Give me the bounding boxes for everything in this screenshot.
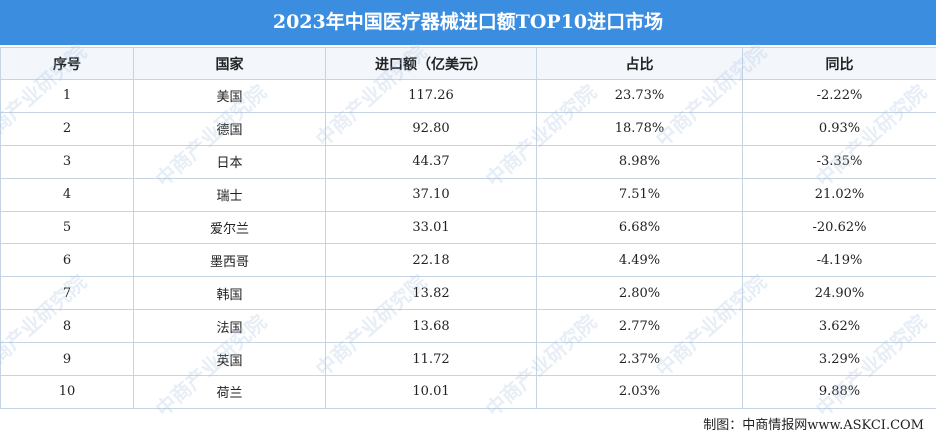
table-cell: 21.02%: [742, 177, 936, 212]
table-cell: 9: [0, 342, 134, 377]
table-cell: 瑞士: [133, 177, 326, 212]
table-cell: 美国: [133, 79, 326, 113]
table-row: 9 英国 11.72 2.37% 3.29%: [0, 342, 936, 377]
table-cell: 9.88%: [742, 375, 936, 409]
title-bar: 2023年中国医疗器械进口额TOP10进口市场: [0, 0, 936, 45]
table-cell: 37.10: [325, 177, 537, 212]
table-row: 10 荷兰 10.01 2.03% 9.88%: [0, 375, 936, 409]
column-header: 进口额（亿美元）: [325, 47, 537, 80]
table-cell: 3.62%: [742, 309, 936, 344]
table-cell: 8.98%: [536, 144, 743, 179]
table-cell: 13.68: [325, 309, 537, 344]
table-row: 8 法国 13.68 2.77% 3.62%: [0, 309, 936, 344]
data-table: 序号 国家 进口额（亿美元） 占比 同比 1 美国 117.26 23.73% -2.22% 2 德…: [0, 47, 936, 409]
source-note: 制图：中商情报网www.ASKCI.COM: [703, 418, 924, 433]
table-cell: 44.37: [325, 144, 537, 179]
column-header: 同比: [742, 47, 936, 80]
table-cell: -2.22%: [742, 79, 936, 113]
table-cell: 2.80%: [536, 276, 743, 311]
table-cell: 2: [0, 111, 134, 146]
table-row: 1 美国 117.26 23.73% -2.22%: [0, 79, 936, 113]
table-row: 5 爱尔兰 33.01 6.68% -20.62%: [0, 210, 936, 245]
table-cell: 18.78%: [536, 111, 743, 146]
table-cell: 5: [0, 210, 134, 245]
table-cell: 2.77%: [536, 309, 743, 344]
table-row: 7 韩国 13.82 2.80% 24.90%: [0, 276, 936, 311]
table-cell: 11.72: [325, 342, 537, 377]
table-cell: 日本: [133, 144, 326, 179]
table-cell: 117.26: [325, 79, 537, 113]
table-row: 6 墨西哥 22.18 4.49% -4.19%: [0, 243, 936, 278]
table-cell: 2.03%: [536, 375, 743, 409]
table-cell: 荷兰: [133, 375, 326, 409]
table-cell: 韩国: [133, 276, 326, 311]
column-header: 国家: [133, 47, 326, 80]
table-cell: 13.82: [325, 276, 537, 311]
column-header: 占比: [536, 47, 743, 80]
table-cell: 22.18: [325, 243, 537, 278]
table-cell: 8: [0, 309, 134, 344]
table-cell: 6: [0, 243, 134, 278]
table-cell: 0.93%: [742, 111, 936, 146]
table-cell: 10: [0, 375, 134, 409]
header-row: 序号 国家 进口额（亿美元） 占比 同比: [0, 47, 936, 80]
table-cell: 英国: [133, 342, 326, 377]
table-cell: 10.01: [325, 375, 537, 409]
table-cell: 德国: [133, 111, 326, 146]
table-cell: -3.35%: [742, 144, 936, 179]
table-row: 3 日本 44.37 8.98% -3.35%: [0, 144, 936, 179]
table-cell: 23.73%: [536, 79, 743, 113]
table-cell: 6.68%: [536, 210, 743, 245]
table-cell: 7: [0, 276, 134, 311]
column-header: 序号: [0, 47, 134, 80]
table-cell: -20.62%: [742, 210, 936, 245]
table-cell: 4.49%: [536, 243, 743, 278]
table-cell: 2.37%: [536, 342, 743, 377]
table-cell: 92.80: [325, 111, 537, 146]
table-body: 1 美国 117.26 23.73% -2.22% 2 德国 92.80 18.78% 0.93%…: [0, 79, 936, 409]
table-cell: 33.01: [325, 210, 537, 245]
table-cell: -4.19%: [742, 243, 936, 278]
table-cell: 3.29%: [742, 342, 936, 377]
table-cell: 墨西哥: [133, 243, 326, 278]
table-cell: 爱尔兰: [133, 210, 326, 245]
table-cell: 3: [0, 144, 134, 179]
table-cell: 法国: [133, 309, 326, 344]
table-cell: 1: [0, 79, 134, 113]
table-row: 4 瑞士 37.10 7.51% 21.02%: [0, 177, 936, 212]
table-cell: 7.51%: [536, 177, 743, 212]
table-row: 2 德国 92.80 18.78% 0.93%: [0, 111, 936, 146]
table-cell: 4: [0, 177, 134, 212]
table-cell: 24.90%: [742, 276, 936, 311]
